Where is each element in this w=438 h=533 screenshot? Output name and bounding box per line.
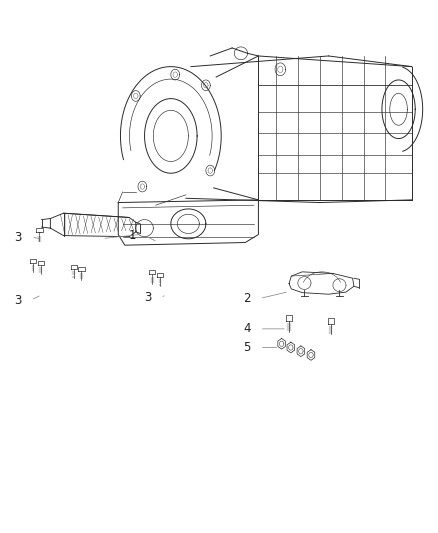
Text: 2: 2	[243, 292, 251, 305]
Text: 3: 3	[14, 231, 22, 244]
Text: 1: 1	[128, 229, 136, 242]
Text: 3: 3	[144, 291, 151, 304]
Text: 4: 4	[243, 322, 251, 335]
Text: 5: 5	[243, 341, 251, 354]
Text: 3: 3	[14, 294, 22, 306]
